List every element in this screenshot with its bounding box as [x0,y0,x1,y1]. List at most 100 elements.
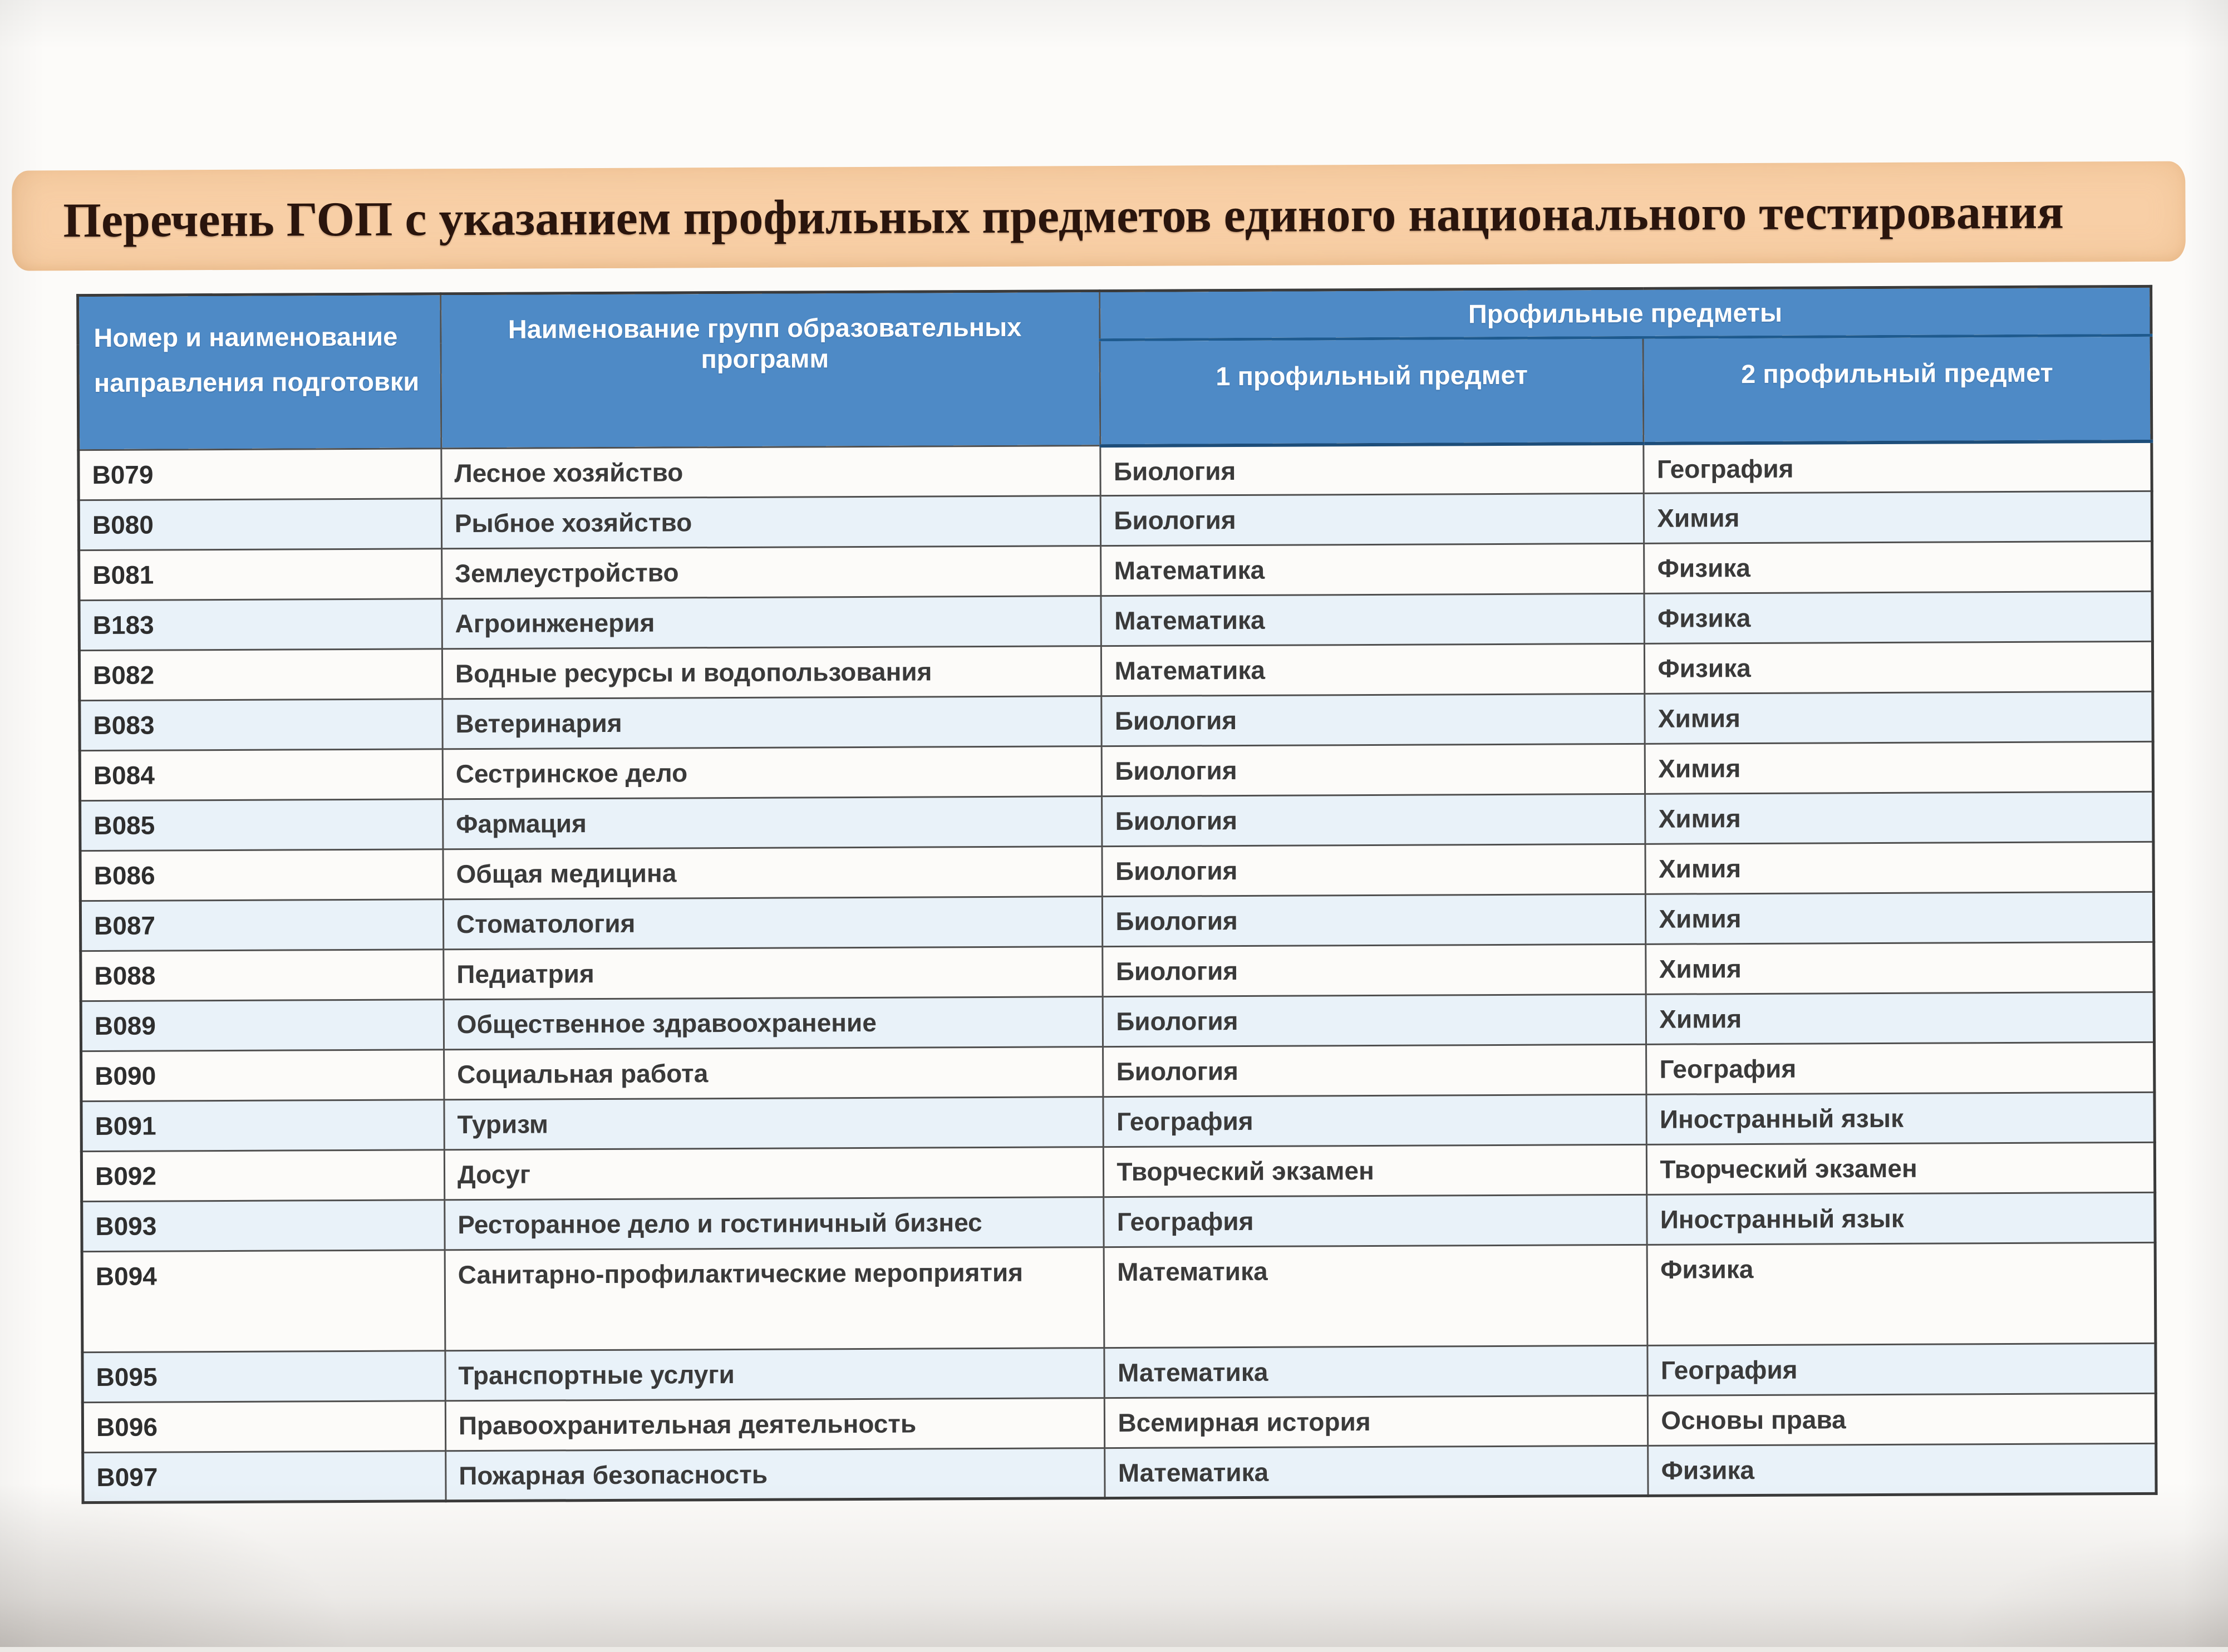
cell-subject-1: Математика [1104,1345,1647,1398]
cell-subject-1: Биология [1101,493,1644,545]
cell-subject-2: Физика [1647,1242,2155,1345]
cell-subject-2: Физика [1644,591,2152,643]
cell-code: B087 [80,899,443,951]
cell-subject-2: Химия [1645,791,2153,844]
cell-code: B090 [81,1050,444,1102]
cell-subject-1: География [1103,1094,1646,1147]
cell-subject-2: География [1644,441,2152,493]
cell-subject-1: Биология [1103,1044,1646,1097]
cell-subject-2: Химия [1645,842,2153,894]
cell-program: Ветеринария [442,696,1102,749]
page-title: Перечень ГОП с указанием профильных пред… [12,184,2064,249]
cell-program: Социальная работа [444,1047,1103,1100]
cell-code: B089 [81,1000,444,1051]
cell-code: B081 [79,549,442,601]
cell-subject-2: Иностранный язык [1647,1192,2155,1245]
cell-subject-1: Биология [1102,744,1645,796]
cell-subject-2: Физика [1645,641,2153,694]
cell-subject-2: Химия [1644,491,2152,543]
cell-subject-1: Математика [1101,543,1644,596]
table-header: Номер и наименование направления подгото… [78,286,2152,450]
cell-program: Санитарно-профилактические мероприятия [445,1247,1104,1351]
cell-code: B080 [78,499,441,550]
cell-subject-2: Химия [1645,741,2153,794]
cell-subject-1: Биология [1102,844,1645,896]
cell-subject-1: Математика [1105,1446,1648,1498]
cell-subject-1: Всемирная история [1105,1395,1648,1448]
cell-subject-2: Основы права [1648,1393,2156,1446]
cell-code: B086 [80,849,443,901]
cell-code: B183 [79,599,442,651]
cell-code: B083 [80,699,442,751]
cell-code: B082 [79,649,442,701]
cell-subject-1: Биология [1103,894,1646,946]
cell-program: Педиатрия [444,947,1103,1000]
cell-program: Транспортные услуги [445,1348,1105,1401]
cell-code: B097 [83,1451,446,1503]
cell-code: B096 [82,1401,445,1453]
cell-subject-1: Математика [1101,593,1644,646]
cell-subject-2: Творческий экзамен [1647,1142,2155,1194]
cell-program: Туризм [444,1097,1104,1150]
cell-subject-2: География [1647,1343,2156,1395]
cell-subject-1: Биология [1100,443,1644,495]
cell-subject-2: Химия [1646,942,2154,994]
cell-subject-2: Химия [1646,992,2154,1044]
cell-program: Ресторанное дело и гостиничный бизнес [445,1197,1104,1250]
cell-code: B079 [78,449,441,500]
cell-subject-1: Биология [1102,794,1645,846]
cell-program: Правоохранительная деятельность [445,1398,1105,1451]
cell-subject-1: Биология [1103,994,1646,1046]
cell-code: B092 [81,1150,444,1202]
cell-program: Сестринское дело [442,746,1102,799]
cell-subject-2: Химия [1645,691,2153,744]
header-profile-subjects-group: Профильные предметы [1100,286,2151,340]
cell-code: B085 [80,799,443,851]
cell-program: Досуг [444,1147,1104,1200]
cell-code: B093 [82,1200,445,1252]
cell-program: Общая медицина [443,847,1103,899]
cell-subject-1: Биология [1101,694,1645,746]
header-direction-number: Номер и наименование направления подгото… [78,294,441,450]
cell-code: B095 [82,1351,445,1403]
cell-subject-1: Математика [1104,1245,1648,1348]
programs-table: Номер и наименование направления подгото… [76,285,2157,1504]
cell-code: B088 [81,950,444,1001]
cell-program: Стоматология [443,897,1103,950]
header-program-groups: Наименование групп образовательных прогр… [441,291,1101,449]
cell-subject-1: Биология [1103,944,1646,996]
header-subject-2: 2 профильный предмет [1643,335,2151,443]
cell-subject-2: Иностранный язык [1646,1092,2155,1144]
cell-subject-2: Физика [1648,1443,2156,1496]
cell-program: Пожарная безопасность [446,1448,1105,1501]
cell-subject-1: Математика [1101,643,1645,696]
cell-code: B091 [81,1100,444,1152]
cell-subject-1: География [1104,1194,1647,1247]
cell-program: Фармация [442,796,1102,849]
title-banner: Перечень ГОП с указанием профильных пред… [12,161,2186,271]
cell-subject-2: География [1646,1042,2155,1094]
cell-program: Водные ресурсы и водопользования [442,646,1101,699]
header-subject-1: 1 профильный предмет [1100,337,1644,445]
cell-program: Лесное хозяйство [441,446,1101,499]
cell-code: B084 [80,749,442,801]
cell-program: Землеустройство [442,546,1101,599]
